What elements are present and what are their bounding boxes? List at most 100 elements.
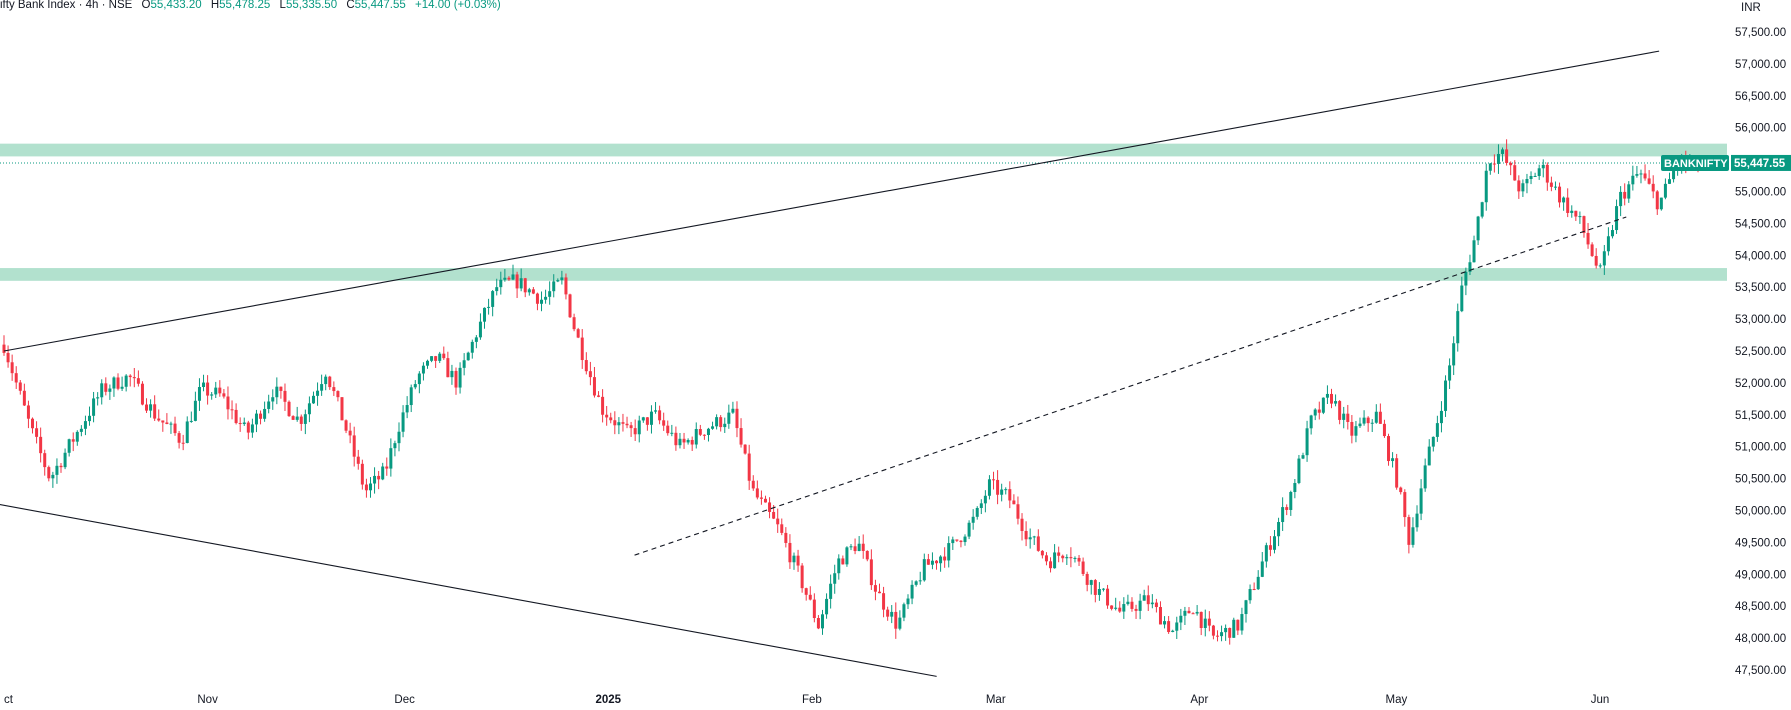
candle — [1203, 609, 1207, 637]
candle — [548, 281, 552, 305]
candle-body — [222, 393, 226, 397]
y-axis[interactable]: 57,500.0057,000.0056,500.0056,000.0055,5… — [1735, 27, 1786, 677]
y-tick-label: 49,500.00 — [1735, 537, 1786, 549]
x-axis[interactable]: ct Nov Dec 2025 Feb Mar Apr May Jun — [4, 694, 1609, 706]
candle — [136, 370, 140, 387]
candle — [674, 426, 678, 451]
candle — [417, 371, 421, 394]
candle — [1562, 196, 1566, 211]
candle — [263, 401, 267, 422]
candle — [865, 550, 869, 562]
candle-body — [747, 453, 751, 481]
candle — [1635, 165, 1639, 178]
candle — [303, 409, 307, 435]
candle-body — [1004, 489, 1008, 491]
candle-body — [548, 291, 552, 297]
candle-body — [694, 429, 698, 445]
candle — [1594, 248, 1598, 269]
y-tick-label: 54,500.00 — [1735, 218, 1786, 230]
candle-body — [1460, 285, 1464, 312]
candle — [1456, 303, 1460, 352]
candle — [1024, 521, 1028, 547]
candle-body — [1387, 436, 1391, 462]
candle — [706, 427, 710, 442]
candle — [1411, 517, 1415, 548]
candle-body — [910, 584, 914, 599]
candle — [1484, 163, 1488, 211]
candle-body — [759, 497, 763, 499]
candle-body — [35, 428, 39, 437]
x-tick-label: Feb — [802, 694, 822, 706]
candle-body — [1541, 164, 1545, 169]
candle-body — [645, 417, 649, 425]
y-tick-label: 53,000.00 — [1735, 314, 1786, 326]
candle — [800, 563, 804, 593]
candle — [1081, 557, 1085, 576]
candle — [1012, 494, 1016, 505]
candle — [1138, 593, 1142, 620]
candle — [1488, 162, 1492, 175]
candle-body — [507, 277, 511, 280]
candle-body — [1586, 232, 1590, 245]
candle — [1220, 625, 1224, 642]
candle — [507, 276, 511, 281]
candle — [55, 458, 59, 484]
candle-body — [796, 555, 800, 566]
candle-body — [169, 423, 173, 425]
candle — [841, 555, 845, 565]
candle — [878, 583, 882, 594]
candle-body — [1456, 311, 1460, 344]
candle-body — [307, 403, 311, 415]
candle — [1236, 619, 1240, 636]
candle — [1521, 179, 1525, 197]
candle — [1134, 604, 1138, 619]
candle-body — [1366, 417, 1370, 424]
candle — [1069, 547, 1073, 568]
candle-body — [1158, 607, 1162, 625]
candle — [1122, 597, 1126, 619]
candle — [1574, 210, 1578, 221]
candle — [1016, 496, 1020, 525]
candle — [751, 475, 755, 491]
candle-body — [861, 543, 865, 551]
candle-body — [393, 443, 397, 449]
candle-body — [487, 306, 491, 308]
candle — [1211, 624, 1215, 640]
candle — [1476, 215, 1480, 245]
candle-body — [1411, 527, 1415, 545]
candle — [1464, 267, 1468, 296]
candle-body — [784, 532, 788, 543]
candle — [487, 298, 491, 315]
candle-body — [1179, 615, 1183, 623]
candle — [849, 544, 853, 551]
candle — [173, 416, 177, 436]
candle-body — [295, 416, 299, 420]
candle — [1277, 517, 1281, 547]
candle — [389, 438, 393, 477]
candle-body — [1309, 415, 1313, 429]
candle-body — [1183, 610, 1187, 616]
candle — [116, 373, 120, 391]
candle-body — [417, 373, 421, 385]
candle-body — [523, 278, 527, 293]
tag-symbol: BANKNIFTY — [1664, 158, 1728, 170]
candle — [430, 356, 434, 363]
candle — [796, 549, 800, 572]
candle — [869, 549, 873, 590]
y-tick-label: 50,000.00 — [1735, 506, 1786, 518]
candle-body — [996, 479, 1000, 495]
candle — [662, 412, 666, 431]
candle-body — [153, 404, 157, 419]
candle — [1289, 490, 1293, 516]
candle — [743, 444, 747, 455]
candle — [719, 415, 723, 432]
candle — [1268, 536, 1272, 557]
candle-body — [246, 422, 250, 433]
candle — [197, 378, 201, 411]
candle-body — [409, 387, 413, 406]
candle — [894, 602, 898, 639]
candle-body — [1138, 600, 1142, 611]
candle-body — [690, 439, 694, 445]
candle — [629, 421, 633, 437]
